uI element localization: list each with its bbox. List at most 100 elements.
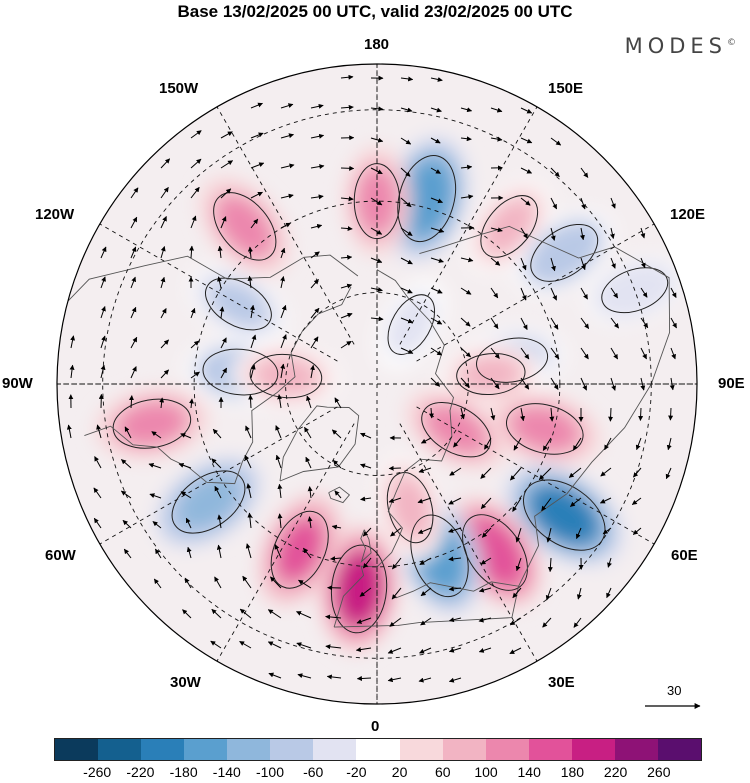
wind-vector [430,197,443,204]
wind-vector [305,456,312,469]
wind-vector [296,642,312,649]
wind-vector [400,167,411,177]
colorbar-tick-label: -140 [212,764,241,780]
wind-vector [250,218,259,229]
wind-vector [220,160,234,169]
wind-vector [310,164,325,170]
wind-vector [550,287,557,301]
wind-vector [520,107,533,114]
wind-vector [520,257,527,271]
wind-vector [306,395,312,409]
wind-vector [189,245,195,259]
anomaly-contour [480,195,539,258]
wind-vector [280,276,285,289]
colorbar-tick-label: 180 [560,764,585,780]
wind-vector [270,576,282,589]
wind-vector [360,463,372,469]
wind-vector [490,227,503,233]
wind-vector [190,158,202,169]
meridian-line [99,406,338,545]
wind-vector [520,347,530,360]
wind-vector [570,497,582,507]
wind-vector [576,587,582,600]
wind-vector [185,517,192,529]
wind-vector [580,347,589,360]
wind-vector [448,497,462,505]
colorbar-tick-label: 260 [647,764,671,780]
wind-vector [123,548,132,559]
wind-vector [100,276,106,289]
wind-vector [180,433,192,439]
lon-label-180: 180 [364,36,390,53]
coastline [279,405,360,482]
anomaly-blob [401,161,452,236]
wind-vector [360,496,372,502]
wind-vector [370,106,384,112]
wind-vector [520,287,527,301]
wind-vector [490,136,503,142]
wind-vector [239,640,252,649]
wind-vector [449,467,462,476]
wind-vector [575,527,582,540]
wind-vector [607,557,612,568]
wind-vector [100,306,106,319]
wind-vector [478,617,492,623]
wind-vector [330,556,342,562]
wind-vector [430,347,443,356]
wind-vector [247,512,253,529]
wind-vector [400,107,413,113]
wind-vector [148,463,162,469]
wind-vector [668,407,674,421]
coastline [333,269,454,628]
lon-label-90e: 90E [718,375,745,392]
wind-vector [430,317,443,325]
wind-vector [310,194,324,200]
wind-vector [490,407,496,421]
anomaly-blob [529,485,600,546]
anomaly-contour [205,277,272,331]
wind-vector [448,556,462,562]
colorbar [54,738,702,761]
wind-vector [520,137,533,144]
wind-vector [610,317,619,329]
wind-vector [249,304,255,319]
wind-vector [420,437,432,444]
wind-vector [180,491,192,499]
wind-vector [100,335,106,349]
wind-vector [632,527,642,535]
wind-vector [190,130,202,139]
wind-vector [217,514,223,529]
wind-vector [640,227,646,239]
wind-vector [370,316,384,322]
wind-vector [520,407,526,422]
wind-vector [370,227,383,235]
anomaly-blob [118,402,186,445]
wind-vector [388,465,402,471]
wind-vector [610,347,619,360]
wind-vector [545,587,552,601]
wind-vector [182,609,192,619]
anomaly-contour [410,514,469,598]
wind-vector [280,334,287,349]
wind-vector [247,275,253,289]
wind-vector [428,407,434,419]
wind-vector [310,364,315,379]
reference-vector-label: 30 [667,683,682,698]
wind-vector [549,407,555,422]
anomaly-contour [213,192,277,261]
colorbar-tick-label: -180 [169,764,198,780]
wind-vector [480,557,492,565]
wind-vector [670,287,677,298]
wind-vector [430,377,441,387]
wind-vector [417,497,432,504]
anomaly-contour [476,337,549,383]
wind-vector [130,306,137,319]
wind-vector [340,283,353,289]
wind-vector [460,377,470,388]
wind-vector [152,521,162,529]
wind-vector [331,429,342,439]
wind-vector [214,576,222,589]
wind-vector [669,377,675,391]
wind-vector [542,437,552,451]
wind-vector [572,437,582,451]
